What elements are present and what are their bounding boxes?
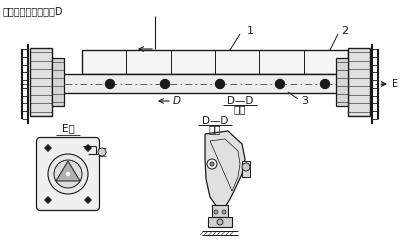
Bar: [348, 48, 370, 116]
Text: D—D: D—D: [202, 116, 228, 126]
Circle shape: [48, 154, 88, 194]
Circle shape: [106, 79, 114, 88]
Text: D—D: D—D: [227, 96, 253, 106]
Polygon shape: [44, 144, 52, 151]
Text: 1: 1: [246, 26, 254, 36]
Bar: [30, 48, 52, 116]
Circle shape: [54, 160, 82, 188]
Text: 3: 3: [302, 96, 308, 106]
Circle shape: [160, 79, 170, 88]
Circle shape: [276, 79, 284, 88]
Bar: [52, 58, 64, 106]
Circle shape: [210, 162, 214, 166]
Circle shape: [217, 219, 223, 225]
Text: 放大: 放大: [234, 104, 246, 114]
Polygon shape: [44, 196, 52, 203]
Circle shape: [222, 210, 226, 214]
Circle shape: [242, 163, 250, 171]
Circle shape: [216, 79, 224, 88]
Circle shape: [320, 79, 330, 88]
Polygon shape: [84, 196, 92, 203]
Circle shape: [98, 148, 106, 156]
Polygon shape: [56, 161, 80, 181]
Text: 放大: 放大: [209, 124, 221, 134]
Text: 2: 2: [342, 26, 348, 36]
Circle shape: [207, 159, 217, 169]
Text: E: E: [392, 79, 398, 89]
Text: 带式输送机头部漏斗D: 带式输送机头部漏斗D: [3, 6, 64, 16]
Circle shape: [66, 173, 70, 176]
Bar: [82, 50, 348, 74]
Circle shape: [214, 210, 218, 214]
Bar: [336, 58, 348, 106]
Bar: [208, 217, 232, 227]
Polygon shape: [84, 144, 92, 151]
Polygon shape: [205, 131, 245, 207]
FancyBboxPatch shape: [36, 137, 100, 210]
Text: D: D: [173, 96, 181, 106]
Bar: [55, 74, 360, 93]
Bar: [212, 205, 228, 217]
Bar: [242, 161, 250, 177]
Circle shape: [63, 169, 73, 179]
Text: E向: E向: [62, 124, 74, 133]
